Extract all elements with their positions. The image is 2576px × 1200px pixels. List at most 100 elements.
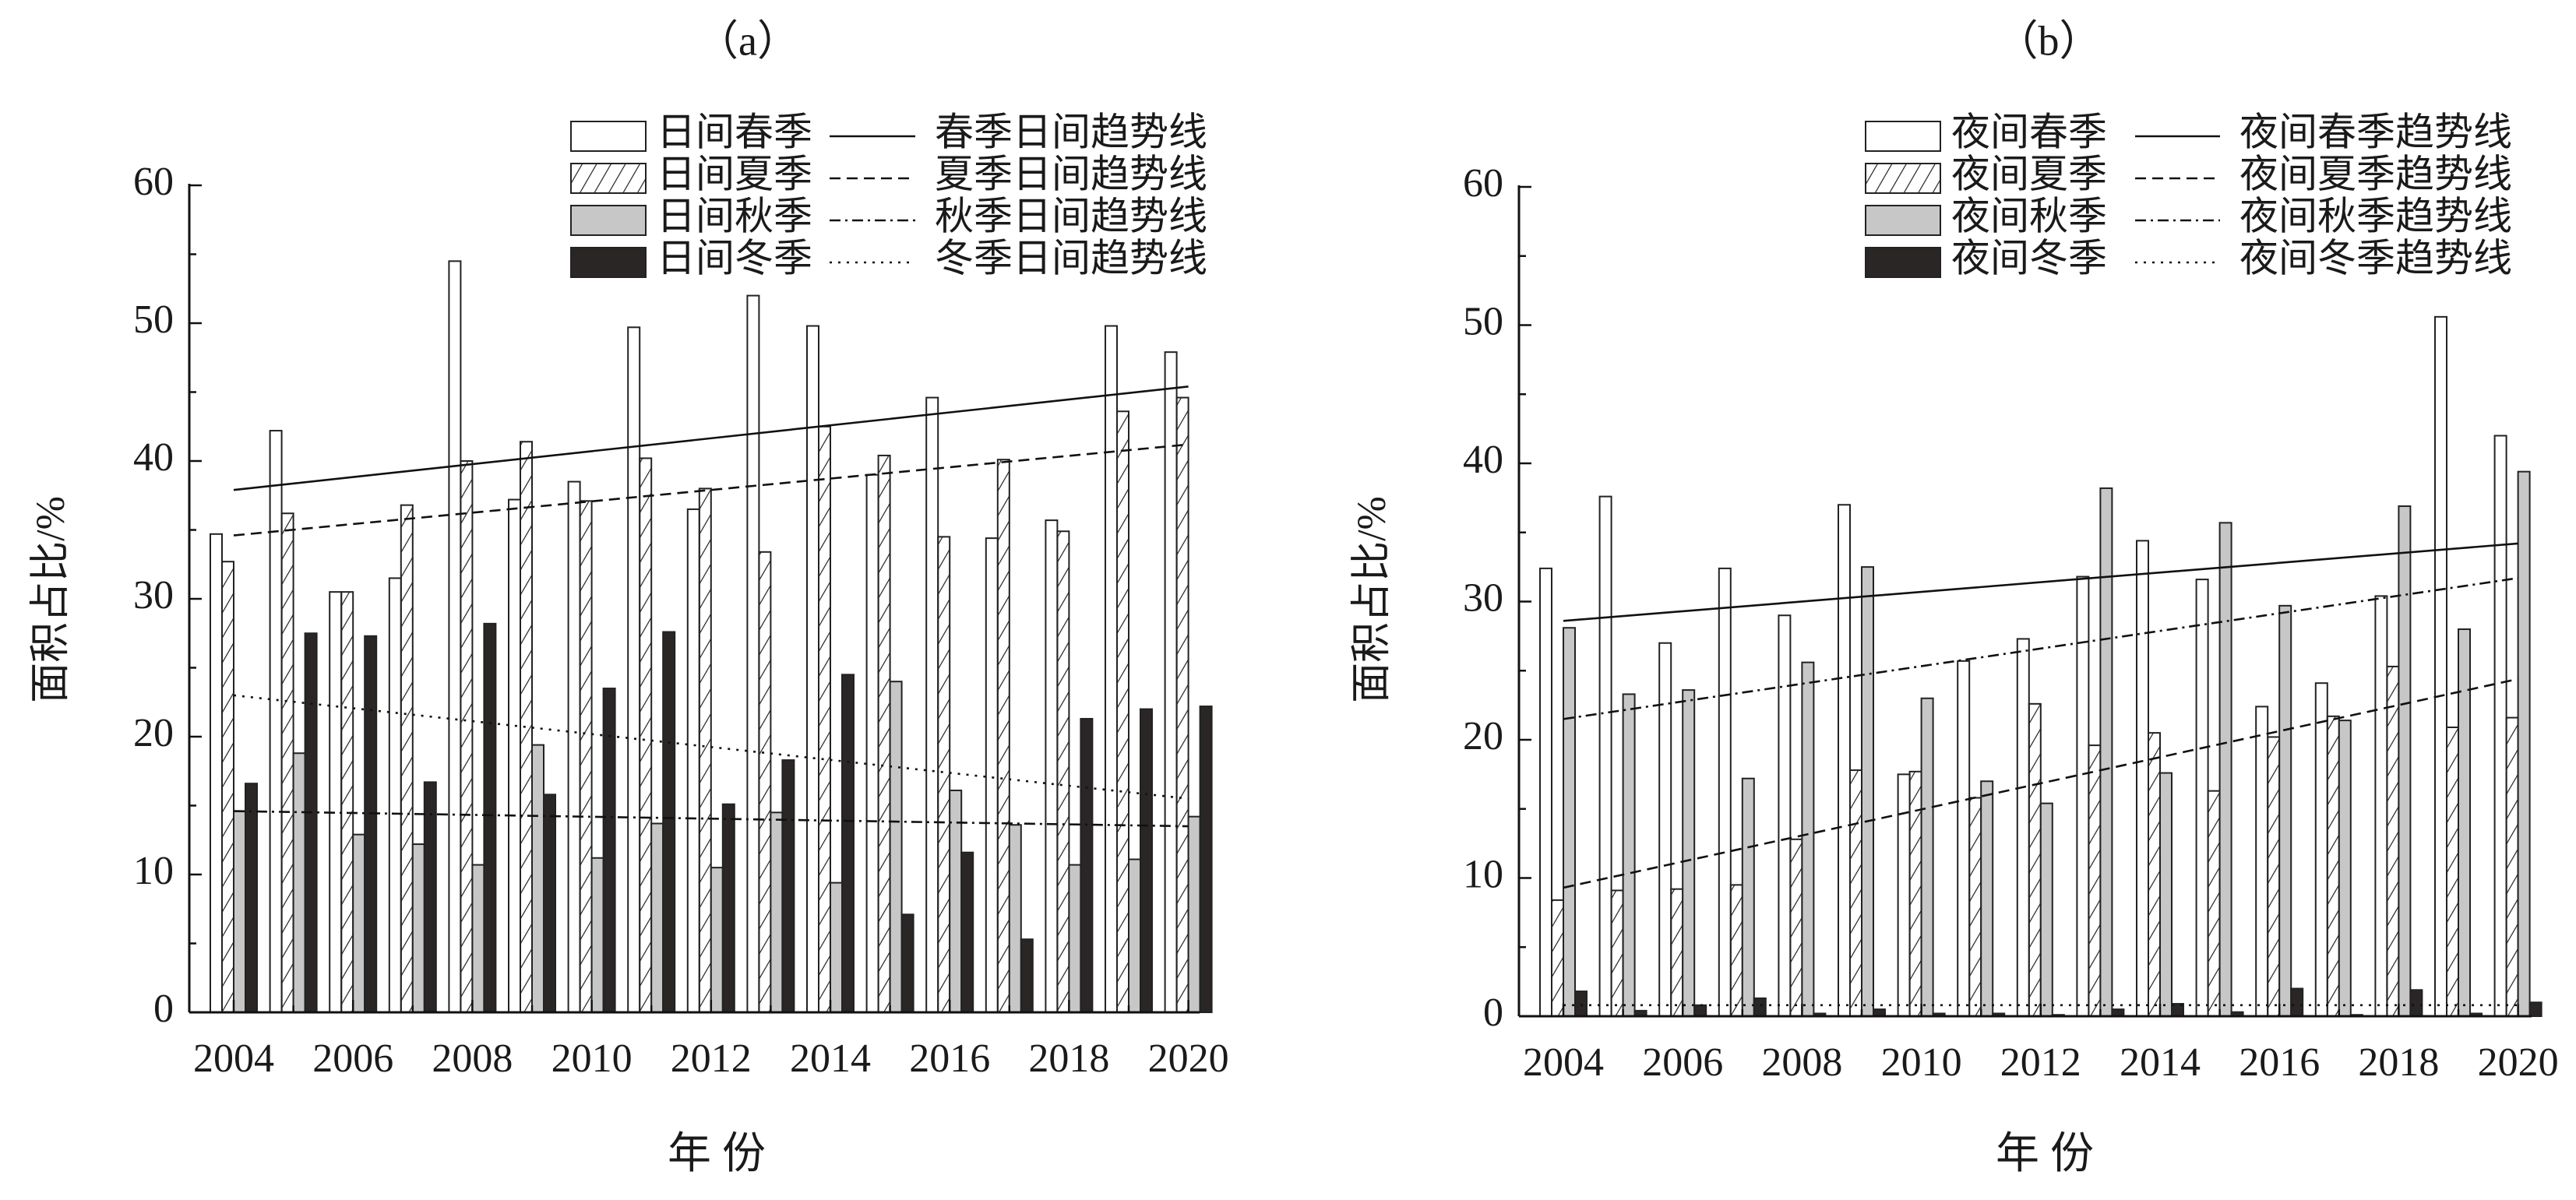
bar-2-2017 (2326, 715, 2340, 1017)
bar-2-2014 (2148, 732, 2161, 1017)
bar-1-2019 (2434, 315, 2447, 1018)
bar-1-2017 (2314, 682, 2328, 1017)
bar-3-2018 (2398, 505, 2412, 1017)
bar-3-2013 (770, 811, 784, 1013)
y-tick-label: 20 (1463, 714, 1503, 758)
bar-3-2010 (1920, 697, 1934, 1017)
bar-2-2017 (996, 459, 1010, 1013)
bar-3-2009 (531, 744, 544, 1013)
bar-3-2011 (1980, 780, 1994, 1017)
bar-2-2012 (2028, 702, 2042, 1017)
bar-3-2012 (2039, 802, 2053, 1018)
bar-3-2011 (650, 822, 664, 1014)
chart-title: （a） (696, 17, 799, 64)
bar-4-2019 (1140, 708, 1153, 1013)
bar-4-2009 (543, 794, 556, 1014)
y-tick-label: 30 (1463, 575, 1503, 620)
x-tick-label: 2014 (790, 1036, 871, 1081)
bar-2-2009 (520, 441, 533, 1013)
legend-trend-label-1: 春季日间趋势线 (935, 110, 1207, 153)
bar-3-2007 (411, 843, 425, 1014)
x-tick-label: 2010 (551, 1036, 633, 1081)
bar-1-2014 (806, 325, 819, 1014)
bar-1-2016 (2255, 706, 2269, 1018)
trend-line-2 (1563, 677, 2518, 889)
bar-2-2012 (698, 487, 712, 1013)
bar-2-2008 (1789, 838, 1803, 1018)
bar-3-2005 (292, 752, 306, 1013)
bar-1-2011 (1957, 660, 1971, 1017)
bar-2-2016 (937, 536, 951, 1013)
y-tick-label: 10 (1463, 852, 1503, 896)
bar-1-2020 (1164, 351, 1178, 1014)
bar-3-2007 (1741, 777, 1755, 1017)
legend-label-1: 夜间春季 (1951, 110, 2107, 153)
bar-4-2018 (2409, 989, 2423, 1018)
bar-2-2011 (639, 457, 653, 1013)
bar-1-2014 (2136, 540, 2149, 1017)
bar-1-2008 (448, 260, 462, 1014)
x-axis-label: 年 份 (1996, 1130, 2094, 1178)
legend-trend-label-3: 秋季日间趋势线 (935, 194, 1207, 238)
bar-3-2019 (1128, 858, 1141, 1014)
legend-swatch-3 (570, 205, 647, 236)
bar-1-2012 (2016, 638, 2030, 1017)
bar-1-2009 (1838, 504, 1851, 1017)
bar-3-2008 (1801, 661, 1815, 1017)
bar-4-2020 (2528, 1001, 2543, 1017)
y-tick-label: 20 (133, 711, 174, 755)
bar-2-2006 (1670, 888, 1684, 1017)
bar-4-2004 (1574, 991, 1588, 1018)
x-tick-label: 2004 (193, 1036, 274, 1081)
bar-2-2006 (340, 591, 354, 1013)
y-tick-label: 50 (1463, 299, 1503, 343)
bar-2-2005 (1610, 889, 1624, 1017)
bar-3-2015 (2218, 522, 2232, 1017)
bar-1-2006 (1658, 642, 1672, 1017)
bar-3-2004 (233, 810, 246, 1013)
bar-4-2014 (841, 674, 855, 1013)
bar-2-2020 (2505, 716, 2519, 1017)
x-tick-label: 2018 (2358, 1040, 2439, 1085)
bar-3-2016 (2278, 604, 2292, 1017)
bar-2-2011 (1968, 797, 1982, 1018)
x-tick-label: 2012 (671, 1036, 752, 1081)
bar-1-2015 (865, 473, 879, 1013)
bar-1-2018 (2374, 595, 2388, 1017)
panel-b: （b） 面积占比/% 年 份 0 10 20 30 40 50 60 2004 2006 2008 201… (1350, 17, 2559, 1178)
x-tick-label: 2008 (1761, 1040, 1842, 1085)
y-tick-label: 0 (153, 987, 174, 1031)
x-tick-label: 2016 (2239, 1040, 2320, 1085)
legend-swatch-4 (1865, 247, 1941, 278)
bar-2-2004 (221, 561, 234, 1013)
legend-swatch-1 (570, 121, 647, 152)
bar-4-2015 (900, 913, 914, 1013)
legend-label-4: 日间冬季 (657, 236, 812, 280)
chart-title: （b） (1996, 17, 2102, 64)
bar-4-2010 (602, 688, 616, 1013)
bar-2-2018 (1056, 530, 1070, 1013)
bar-4-2004 (245, 783, 258, 1013)
bar-4-2011 (662, 631, 676, 1013)
trend-line-2 (233, 443, 1189, 537)
legend-trend-label-3: 夜间秋季趋势线 (2239, 194, 2512, 238)
bar-2-2004 (1551, 899, 1564, 1018)
x-tick-label: 2020 (1148, 1036, 1229, 1081)
x-tick-label: 2016 (909, 1036, 990, 1081)
y-tick-label: 60 (133, 160, 174, 204)
y-tick-label: 30 (133, 573, 174, 618)
bar-1-2015 (2195, 579, 2209, 1017)
bar-4-2007 (1753, 997, 1767, 1018)
bar-1-2017 (985, 537, 999, 1013)
trend-line-4 (233, 694, 1189, 800)
bar-1-2004 (1539, 567, 1552, 1017)
bar-1-2018 (1045, 519, 1059, 1013)
legend-label-2: 夜间夏季 (1951, 152, 2107, 195)
bar-3-2006 (352, 833, 366, 1014)
bar-3-2014 (830, 882, 843, 1013)
x-axis-label: 年 份 (668, 1130, 766, 1178)
panel-a: （a） 面积占比/% 年 份 0 10 20 30 40 50 60 2004 2006 2008 201… (29, 17, 1229, 1178)
bar-2-2018 (2386, 665, 2400, 1017)
bar-3-2006 (1682, 689, 1696, 1017)
x-tick-label: 2014 (2120, 1040, 2201, 1085)
